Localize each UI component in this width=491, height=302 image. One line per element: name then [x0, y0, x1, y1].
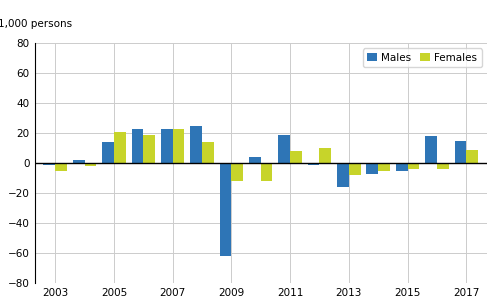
Bar [366, 163, 378, 174]
Bar [466, 149, 478, 163]
Bar [231, 163, 243, 181]
Bar [249, 157, 261, 163]
Text: 1,000 persons: 1,000 persons [0, 19, 73, 29]
Bar [202, 142, 214, 163]
Bar [437, 163, 449, 169]
Bar [308, 163, 320, 165]
Bar [378, 163, 390, 171]
Bar [190, 126, 202, 163]
Bar [408, 163, 419, 169]
Bar [320, 148, 331, 163]
Bar [73, 160, 84, 163]
Bar [102, 142, 114, 163]
Bar [143, 135, 155, 163]
Bar [349, 163, 360, 175]
Bar [261, 163, 273, 181]
Bar [337, 163, 349, 187]
Bar [43, 163, 55, 165]
Bar [161, 129, 173, 163]
Bar [173, 129, 185, 163]
Bar [455, 141, 466, 163]
Legend: Males, Females: Males, Females [363, 48, 482, 67]
Bar [132, 129, 143, 163]
Bar [114, 132, 126, 163]
Bar [84, 163, 96, 166]
Bar [396, 163, 408, 171]
Bar [219, 163, 231, 256]
Bar [290, 151, 302, 163]
Bar [278, 135, 290, 163]
Bar [55, 163, 67, 171]
Bar [425, 136, 437, 163]
